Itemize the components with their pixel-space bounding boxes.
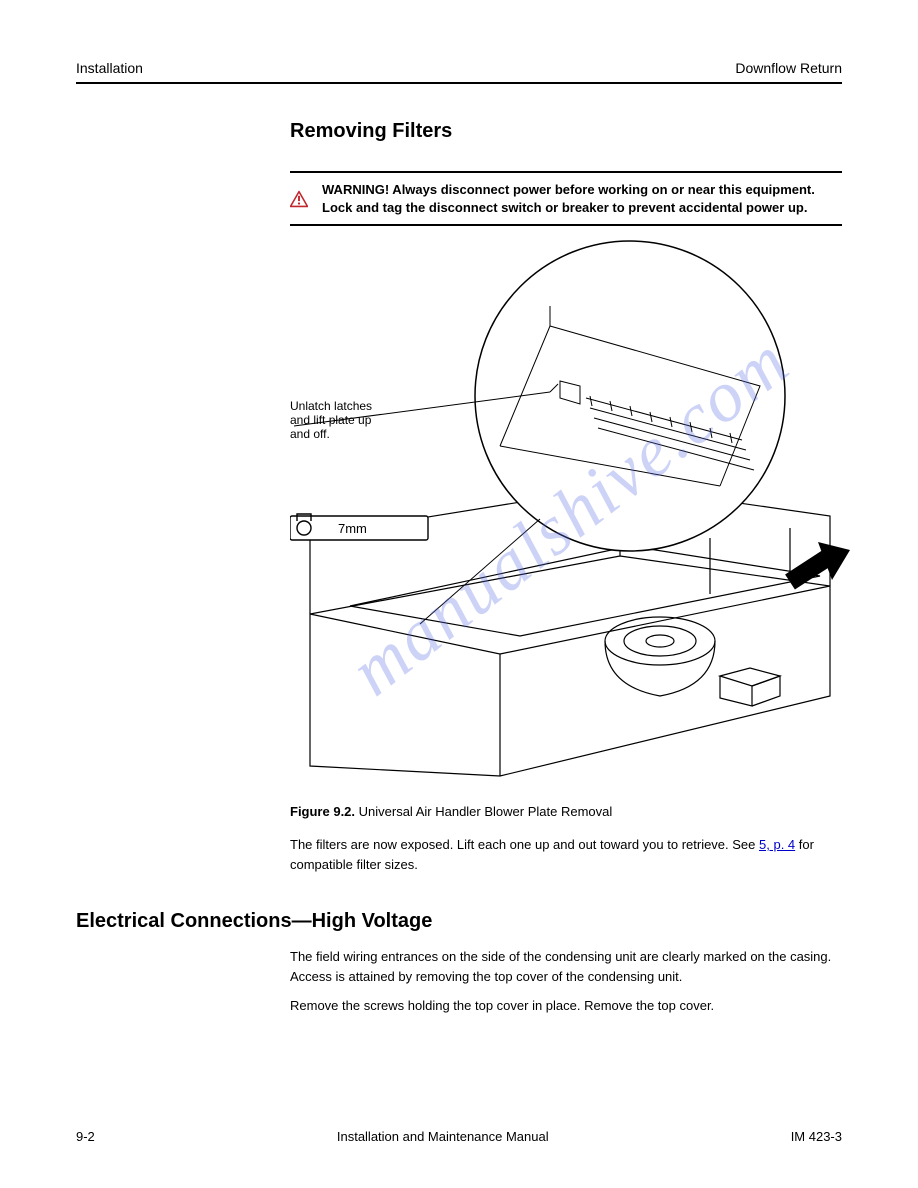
page-footer: 9-2 Installation and Maintenance Manual … — [76, 1129, 842, 1144]
body-paragraph-2: The field wiring entrances on the side o… — [290, 947, 842, 986]
warning-rest: Always disconnect power before working o… — [322, 182, 815, 215]
body-paragraph-1: The filters are now exposed. Lift each o… — [290, 835, 842, 874]
filter-size-link[interactable]: 5, p. 4 — [759, 837, 795, 852]
callout-latches-line1: Unlatch latches — [290, 399, 372, 413]
footer-right: IM 423-3 — [791, 1129, 842, 1144]
header-right: Downflow Return — [735, 60, 842, 76]
para1-before: The filters are now exposed. Lift each o… — [290, 837, 759, 852]
warning-lead: WARNING! — [322, 182, 389, 197]
lower-section-title: Electrical Connections—High Voltage — [76, 910, 842, 933]
figure-caption-rest: Universal Air Handler Blower Plate Remov… — [359, 804, 613, 819]
header-left: Installation — [76, 60, 143, 76]
warning-icon — [290, 184, 308, 214]
warning-rule-bottom — [290, 224, 842, 226]
figure: Unlatch latches and lift plate up and of… — [290, 236, 850, 796]
figure-svg: Unlatch latches and lift plate up and of… — [290, 236, 850, 796]
figure-caption-lead: Figure 9.2. — [290, 804, 359, 819]
section-title: Removing Filters — [290, 120, 842, 143]
footer-left: 9-2 — [76, 1129, 95, 1144]
page: Installation Downflow Return Removing Fi… — [0, 0, 918, 1188]
callout-wrench: 7mm — [338, 521, 367, 536]
warning-text: WARNING! Always disconnect power before … — [322, 181, 842, 216]
warning-row: WARNING! Always disconnect power before … — [290, 173, 842, 224]
body-paragraph-3: Remove the screws holding the top cover … — [290, 996, 842, 1016]
header-rule — [76, 82, 842, 84]
callout-latches-line3: and off. — [290, 427, 330, 441]
footer-center: Installation and Maintenance Manual — [337, 1129, 549, 1144]
warning-block: WARNING! Always disconnect power before … — [290, 171, 842, 226]
figure-caption: Figure 9.2. Universal Air Handler Blower… — [290, 804, 842, 819]
page-header: Installation Downflow Return — [76, 60, 842, 76]
callout-latches-line2: and lift plate up — [290, 413, 372, 427]
